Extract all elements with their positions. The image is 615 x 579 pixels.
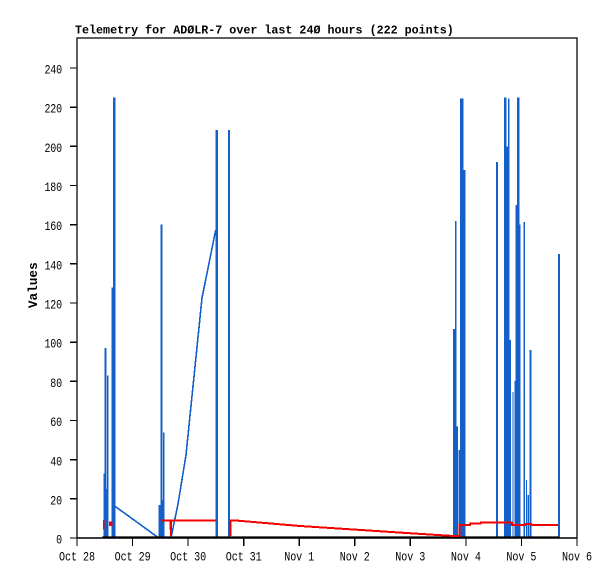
svg-text:240: 240 bbox=[44, 63, 62, 78]
svg-text:Nov 6: Nov 6 bbox=[562, 549, 592, 565]
svg-text:180: 180 bbox=[44, 181, 62, 196]
svg-text:0: 0 bbox=[56, 533, 62, 548]
svg-text:20: 20 bbox=[50, 494, 62, 509]
svg-text:Nov 1: Nov 1 bbox=[284, 549, 314, 565]
svg-text:160: 160 bbox=[44, 220, 62, 235]
svg-text:140: 140 bbox=[44, 259, 62, 274]
svg-text:220: 220 bbox=[44, 103, 62, 118]
svg-text:Oct 28: Oct 28 bbox=[59, 549, 95, 565]
svg-text:Values: Values bbox=[26, 262, 41, 308]
svg-text:Nov 5: Nov 5 bbox=[506, 549, 536, 565]
svg-text:Nov 4: Nov 4 bbox=[451, 549, 481, 565]
svg-text:Nov 3: Nov 3 bbox=[395, 549, 425, 565]
svg-text:Oct 30: Oct 30 bbox=[170, 549, 206, 565]
svg-text:80: 80 bbox=[50, 377, 62, 392]
svg-text:Telemetry for ADØLR-7 over las: Telemetry for ADØLR-7 over last 24Ø hour… bbox=[75, 24, 454, 38]
svg-text:100: 100 bbox=[44, 338, 62, 353]
svg-text:Nov 2: Nov 2 bbox=[340, 549, 370, 565]
svg-text:200: 200 bbox=[44, 142, 62, 157]
svg-text:60: 60 bbox=[50, 416, 62, 431]
svg-text:Oct 31: Oct 31 bbox=[226, 549, 262, 565]
svg-text:Oct 29: Oct 29 bbox=[115, 549, 151, 565]
svg-text:40: 40 bbox=[50, 455, 62, 470]
svg-text:120: 120 bbox=[44, 299, 62, 314]
